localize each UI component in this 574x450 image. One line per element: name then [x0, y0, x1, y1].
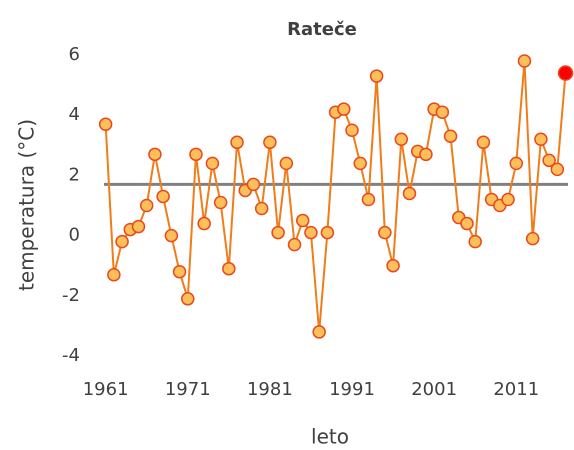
y-tick-label: 4 [69, 104, 80, 125]
chart-title: Rateče [287, 19, 357, 40]
point [353, 156, 367, 171]
point [172, 264, 187, 279]
x-tick-label: 1991 [329, 379, 375, 400]
point [107, 267, 121, 282]
point [115, 234, 129, 249]
y-tick-label: 2 [69, 164, 80, 185]
highlight-point [557, 65, 574, 81]
point [230, 135, 244, 150]
point [156, 189, 170, 204]
point [164, 228, 179, 243]
point [378, 225, 392, 240]
point [287, 237, 302, 252]
x-tick-label: 2011 [493, 379, 539, 400]
x-tick-label: 1961 [83, 379, 129, 400]
point [402, 186, 417, 201]
point [435, 105, 450, 119]
point [213, 195, 228, 210]
point [304, 225, 318, 240]
point [386, 258, 400, 273]
point [320, 225, 335, 240]
x-tick-label: 1981 [247, 379, 293, 400]
point [131, 219, 146, 234]
y-axis-label: temperatura (°C) [15, 119, 39, 291]
point [279, 156, 294, 171]
point [550, 162, 565, 177]
point [501, 192, 515, 207]
point [139, 198, 154, 213]
point [394, 132, 409, 147]
point [534, 132, 548, 147]
y-tick-label: 6 [69, 44, 80, 65]
point [295, 213, 310, 228]
point [369, 69, 384, 83]
point [312, 325, 326, 339]
y-tick-label: -2 [62, 285, 80, 306]
point [468, 234, 482, 249]
x-tick-label: 2001 [411, 379, 457, 400]
point [271, 225, 285, 240]
point [98, 117, 113, 131]
x-tick-label: 1971 [165, 379, 211, 400]
y-tick-label: 0 [69, 225, 80, 246]
point [419, 147, 433, 162]
point [542, 153, 556, 168]
point [460, 216, 474, 231]
point [222, 261, 236, 276]
point [246, 177, 261, 192]
point [254, 201, 269, 216]
y-tick-label: -4 [62, 345, 80, 366]
point [263, 135, 277, 150]
point [148, 147, 162, 162]
point [476, 135, 491, 150]
point [361, 192, 376, 207]
point [509, 156, 524, 171]
point [205, 156, 220, 171]
point [517, 54, 532, 68]
point [525, 231, 540, 246]
point [443, 129, 458, 144]
point [337, 102, 351, 116]
point [189, 147, 203, 162]
point [181, 292, 195, 306]
x-axis-label: leto [311, 425, 349, 449]
point [345, 123, 359, 137]
point [197, 216, 211, 231]
